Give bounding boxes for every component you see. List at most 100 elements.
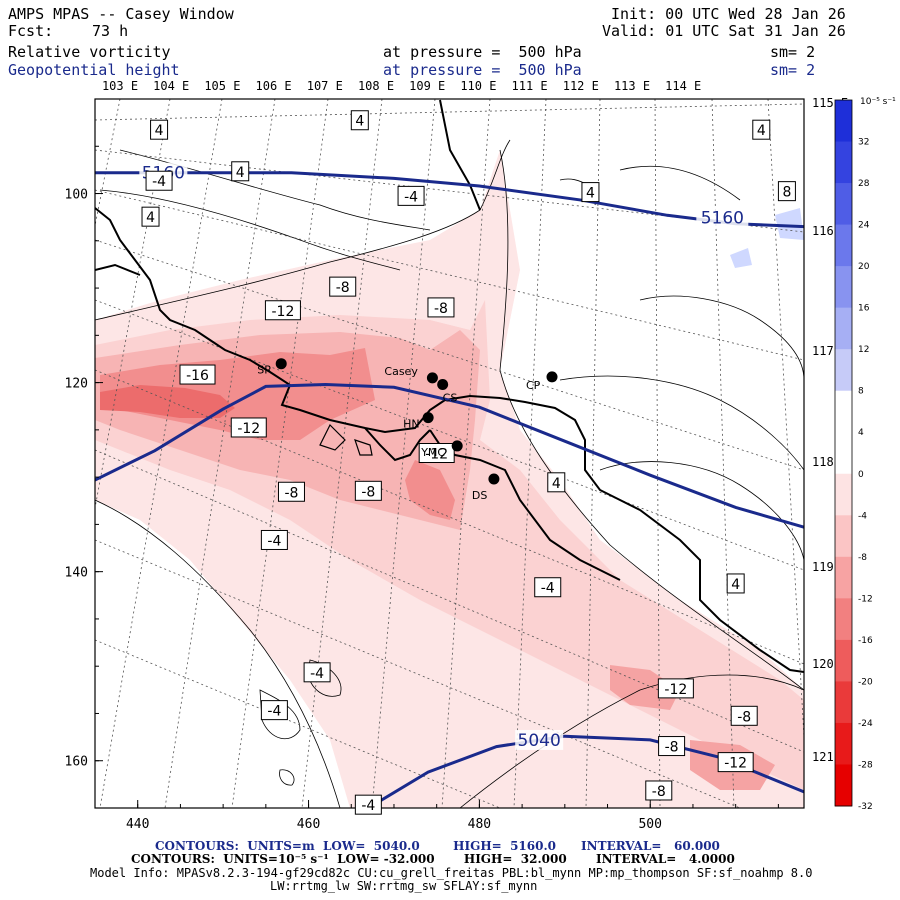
init-time: Init: 00 UTC Wed 28 Jan 26: [611, 5, 846, 23]
vorticity-label-box: [277, 481, 305, 502]
colorbar-segment: [835, 681, 852, 724]
station-marker-cs: [437, 378, 449, 390]
lon-label-top: 112 E: [563, 79, 599, 93]
stations: SR Casey CS CP HN YMC DS: [257, 358, 558, 502]
station-marker-sr: [275, 358, 287, 370]
lon-label-top: 104 E: [153, 79, 189, 93]
colorbar-segment: [835, 556, 852, 599]
colorbar-segment: [835, 764, 852, 807]
vorticity-label: 4: [236, 165, 245, 181]
colorbar-label: 16: [858, 304, 870, 314]
field2-smoothing: sm= 2: [770, 61, 816, 79]
vorticity-label: 4: [552, 476, 561, 492]
axes: 440 460 480 500 100 120 140 160: [65, 145, 779, 832]
field2-name: Geopotential height: [8, 61, 180, 79]
vorticity-label-box: [354, 794, 382, 815]
forecast-label: Fcst:: [8, 22, 54, 40]
vorticity-label-box: [752, 119, 771, 140]
vorticity-label: 4: [355, 114, 364, 130]
vorticity-label-box: [726, 573, 745, 594]
colorbar-label: 8: [858, 387, 864, 397]
vorticity-label-box: [141, 206, 160, 227]
vorticity-label: -4: [361, 798, 375, 814]
graticule: [95, 99, 804, 808]
colorbar-segment: [835, 722, 852, 765]
lon-label-top: 113 E: [614, 79, 650, 93]
colorbar-label: 0: [858, 470, 864, 480]
vorticity-label-box: [717, 752, 754, 773]
colorbar-label: -8: [858, 553, 867, 563]
colorbar-label: 24: [858, 221, 870, 231]
colorbar: 10⁻⁵ s⁻¹ 32 28 24 20 16 12 8 4 0 -4 -8 -12 -16 -20 -24 -…: [834, 97, 896, 812]
vorticity-label-box: [303, 662, 331, 683]
colorbar-unit: 10⁻⁵ s⁻¹: [860, 97, 896, 107]
x-tick-label: 480: [468, 817, 491, 832]
colorbar-label: 12: [858, 345, 869, 355]
lon-label-top: 103 E: [102, 79, 138, 93]
vorticity-label-box: [645, 780, 673, 801]
shade-neg16: [100, 385, 235, 418]
vorticity-label: -4: [541, 581, 555, 597]
island-outlines: [319, 423, 373, 456]
colorbar-label: 4: [858, 428, 864, 438]
colorbar-segment: [835, 224, 852, 267]
vorticity-label: -12: [425, 447, 448, 463]
lon-label-top: 107 E: [307, 79, 343, 93]
vorticity-label-box: [581, 182, 600, 203]
colorbar-label: -4: [858, 511, 867, 521]
vorticity-label-box: [230, 417, 267, 438]
colorbar-label: -12: [858, 594, 873, 604]
colorbar-label: 20: [858, 262, 870, 272]
height-label-5160: 5160: [701, 208, 744, 228]
shade-neg12-ymc: [405, 460, 455, 520]
y-tick-label: 140: [65, 566, 88, 581]
vorticity-contours: [95, 139, 804, 808]
station-label-sr: SR: [257, 364, 272, 377]
vorticity-label: -4: [310, 666, 324, 682]
x-tick-label: 500: [638, 817, 661, 832]
station-label-hn: HN: [403, 418, 420, 431]
height-label-bg: [696, 207, 749, 228]
vorticity-label-box: [657, 678, 694, 699]
x-tick-label: 440: [126, 817, 149, 832]
vorticity-label-box: [658, 736, 686, 757]
colorbar-segment: [835, 183, 852, 226]
colorbar-frame: [834, 99, 853, 807]
y-tick-label: 100: [65, 188, 88, 203]
vorticity-label: -8: [665, 740, 679, 756]
station-label-cp: CP: [526, 379, 541, 392]
station-label-cs: CS: [443, 391, 458, 404]
vorticity-label: -4: [404, 189, 418, 205]
vorticity-label-box: [150, 119, 169, 140]
plot-frame: [94, 98, 805, 809]
vorticity-label-box: [547, 472, 566, 493]
footer-vorticity-contours: CONTOURS: UNITS=10⁻⁵ s⁻¹ LOW= -32.000 HI…: [131, 852, 735, 866]
colorbar-label: 28: [858, 179, 870, 189]
colorbar-segment: [835, 307, 852, 350]
height-contour-5160: [95, 382, 804, 529]
x-tick-label: 460: [297, 817, 320, 832]
station-marker-hn: [422, 412, 434, 424]
lon-label-top: 106 E: [256, 79, 292, 93]
field1-smoothing: sm= 2: [770, 43, 816, 61]
vorticity-label-box: [397, 185, 425, 206]
y-tick-label: 120: [65, 377, 88, 392]
colorbar-label: 32: [858, 138, 869, 148]
vorticity-label: 4: [155, 123, 164, 139]
colorbar-label: -16: [858, 636, 873, 646]
colorbar-segment: [835, 349, 852, 392]
station-marker-cp: [546, 371, 558, 383]
footer-height-contours: CONTOURS: UNITS=m LOW= 5040.0 HIGH= 5160…: [155, 839, 720, 853]
colorbar-label: -24: [858, 719, 873, 729]
vorticity-label-box: [260, 700, 288, 721]
station-label-ds: DS: [472, 489, 487, 502]
station-marker-casey: [426, 372, 438, 384]
shade-pos-small: [775, 208, 804, 240]
vorticity-label: -8: [434, 301, 448, 317]
lon-label-top: 111 E: [512, 79, 548, 93]
vorticity-label: -4: [267, 533, 281, 549]
colorbar-segment: [835, 266, 852, 309]
vorticity-labels: 4 -4 4 4 -8 4 -4 4 4 8 -12 -8 -16 -12 -12 -8 -8 -4 4 4 -4 -4 -…: [141, 110, 796, 815]
vorticity-label-box: [145, 170, 173, 191]
station-label-casey: Casey: [384, 365, 418, 378]
